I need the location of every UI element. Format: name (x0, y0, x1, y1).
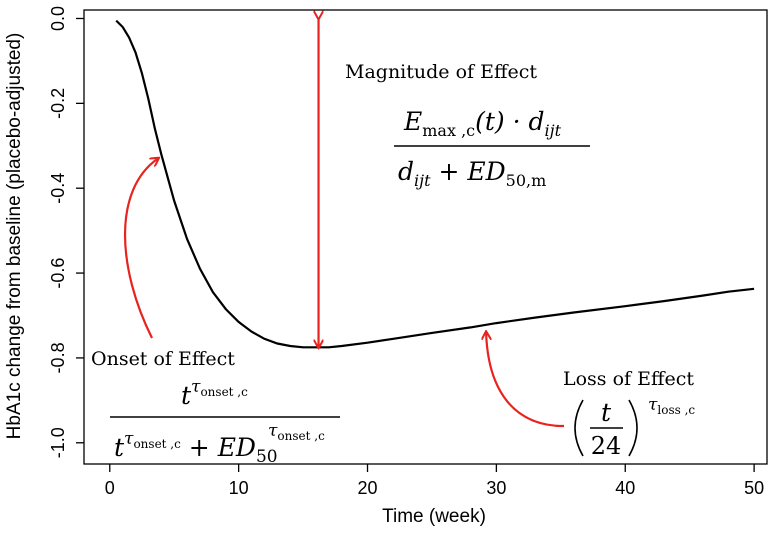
onset-den-ed-tau-sub: onset ,c (277, 429, 325, 443)
mag-num-d-sub: ijt (545, 121, 562, 140)
loss-formula: t 24 τloss ,c (574, 395, 695, 460)
x-tick-label: 50 (744, 478, 764, 498)
mag-num-e: E (403, 107, 422, 136)
onset-den-ed: ED (217, 433, 256, 462)
loss-tau: τ (648, 395, 658, 415)
mag-num-t: (t) · (475, 107, 528, 136)
onset-formula: tτonset ,c tτonset ,c + ED50 τonset ,c (110, 377, 340, 467)
svg-text:Emax ,c(t) · dijt: Emax ,c(t) · dijt (403, 107, 562, 140)
x-tick-label: 0 (105, 478, 115, 498)
loss-num: t (601, 398, 612, 427)
onset-den-ed-tau: τ (268, 421, 278, 441)
x-axis: 0 10 20 30 40 50 (105, 464, 764, 498)
y-tick-label: -0.2 (48, 88, 68, 119)
y-axis-label: HbA1c change from baseline (placebo-adju… (4, 33, 25, 440)
y-axis: 0.0 -0.2 -0.4 -0.6 -0.8 -1.0 (48, 6, 84, 458)
loss-label: Loss of Effect (563, 368, 694, 390)
onset-arrow (124, 158, 158, 339)
y-tick-label: 0.0 (48, 6, 68, 31)
svg-text:tτonset ,c + ED50: tτonset ,c + ED50 (114, 429, 278, 467)
svg-text:τloss ,c: τloss ,c (648, 395, 695, 417)
x-tick-label: 40 (615, 478, 635, 498)
plot-frame (83, 9, 768, 465)
onset-den-tau-sub: onset ,c (133, 437, 181, 451)
mag-den-ed-sub: 50,m (506, 171, 547, 190)
mag-den-ed: ED (466, 157, 505, 186)
svg-text:tτonset ,c: tτonset ,c (181, 377, 248, 410)
onset-num-tau-sub: onset ,c (200, 385, 248, 399)
series-line (115, 19, 755, 349)
x-axis-label: Time (week) (382, 506, 486, 527)
onset-num-tau: τ (191, 377, 201, 397)
onset-den-tau: τ (124, 429, 134, 449)
mag-den-plus: + (431, 157, 468, 186)
loss-tau-sub: loss ,c (657, 403, 695, 417)
loss-paren-left (574, 399, 584, 457)
mag-num-sub: max ,c (422, 121, 475, 140)
mag-num-d: d (529, 107, 545, 136)
onset-den-t: t (114, 433, 125, 462)
x-tick-label: 30 (486, 478, 506, 498)
onset-num-t: t (181, 381, 192, 410)
onset-den-plus: + (181, 433, 218, 462)
loss-den: 24 (591, 432, 622, 460)
onset-label-bg (86, 344, 246, 372)
y-tick-label: -0.4 (48, 173, 68, 204)
y-tick-label: -0.8 (48, 342, 68, 373)
x-tick-label: 20 (357, 478, 377, 498)
loss-arrow (486, 332, 565, 428)
magnitude-label: Magnitude of Effect (345, 61, 537, 83)
mag-den-d-sub: ijt (414, 171, 431, 190)
x-tick-label: 10 (229, 478, 249, 498)
mag-den-d: d (398, 157, 414, 186)
onset-label: Onset of Effect (91, 348, 235, 370)
magnitude-formula: Emax ,c(t) · dijt dijt + ED50,m (394, 107, 590, 190)
svg-text:τonset ,c: τonset ,c (268, 421, 325, 443)
loss-paren-right (628, 399, 638, 457)
y-tick-label: -0.6 (48, 258, 68, 289)
svg-text:dijt + ED50,m: dijt + ED50,m (398, 157, 546, 190)
y-tick-label: -1.0 (48, 427, 68, 458)
onset-den-ed-sub: 50 (256, 447, 278, 467)
